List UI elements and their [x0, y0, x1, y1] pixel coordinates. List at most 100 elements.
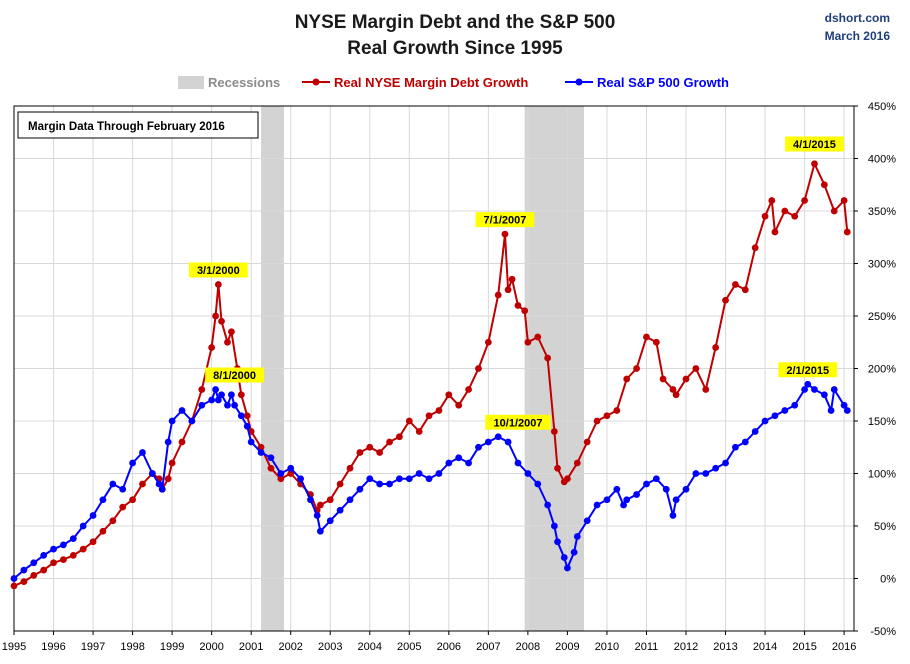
sp500-data-point: [396, 475, 403, 483]
margin-data-point: [761, 212, 769, 220]
sp500-data-point: [10, 575, 18, 582]
sp500-data-point: [843, 407, 851, 414]
sp500-data-point: [830, 386, 838, 393]
sp500-data-point: [208, 396, 216, 404]
margin-data-point: [139, 480, 146, 488]
margin-data-point: [243, 412, 251, 420]
sp500-data-point: [336, 506, 344, 514]
sp500-data-point: [811, 386, 818, 393]
margin-data-point: [514, 302, 522, 309]
sp500-data-point: [702, 470, 710, 477]
sp500-data-point: [550, 522, 558, 530]
margin-data-point: [89, 538, 97, 546]
y-tick-label: 300%: [868, 259, 896, 271]
sp500-data-point: [534, 480, 542, 488]
sp500-data-point: [722, 459, 729, 467]
x-tick-label: 2002: [278, 641, 302, 653]
margin-data-point: [659, 375, 667, 383]
margin-peak-callout-label: 7/1/2007: [484, 215, 527, 227]
margin-data-point: [346, 464, 354, 472]
margin-data-point: [257, 443, 265, 451]
sp500-data-point: [455, 454, 463, 462]
margin-peak-callout-label: 4/1/2015: [793, 139, 836, 151]
margin-data-point: [544, 354, 552, 362]
sp500-data-point: [218, 391, 225, 399]
sp500-data-point: [89, 512, 97, 519]
sp500-data-point: [672, 496, 680, 504]
sp500-peak-callout-label: 2/1/2015: [786, 365, 829, 377]
y-tick-label: 400%: [868, 154, 896, 166]
margin-data-point: [508, 275, 516, 283]
y-tick-label: 450%: [868, 101, 896, 113]
data-note-text: Margin Data Through February 2016: [28, 121, 225, 133]
sp500-data-point: [228, 391, 235, 399]
sp500-data-point: [820, 391, 828, 399]
sp500-data-point: [781, 407, 789, 414]
sp500-data-point: [669, 512, 677, 519]
sp500-data-point: [415, 470, 423, 477]
margin-data-point: [267, 464, 275, 472]
margin-data-point: [129, 496, 136, 504]
sp500-data-point: [316, 527, 324, 535]
margin-data-point: [208, 344, 216, 351]
sp500-data-point: [692, 470, 700, 477]
x-tick-label: 2015: [792, 641, 816, 653]
sp500-data-point: [50, 545, 57, 553]
margin-data-point: [843, 228, 851, 236]
x-tick-label: 2011: [635, 641, 659, 653]
margin-peak-callout-label: 3/1/2000: [197, 265, 240, 277]
margin-data-point: [198, 386, 206, 393]
sp500-data-point: [376, 480, 384, 488]
x-tick-label: 2014: [753, 641, 777, 653]
sp500-data-point: [524, 470, 532, 477]
x-tick-label: 1998: [120, 641, 144, 653]
margin-data-point: [811, 160, 818, 168]
margin-data-point: [366, 443, 374, 451]
sp500-data-point: [593, 501, 601, 509]
sp500-data-point: [741, 438, 749, 446]
sp500-data-point: [313, 512, 321, 519]
sp500-data-point: [804, 380, 812, 388]
margin-data-point: [445, 391, 453, 399]
sp500-data-point: [425, 475, 433, 483]
x-tick-label: 2001: [239, 641, 263, 653]
chart-title-line1: NYSE Margin Debt and the S&P 500: [295, 12, 616, 33]
margin-data-point: [633, 365, 640, 372]
margin-data-point: [287, 470, 295, 477]
x-tick-label: 2013: [713, 641, 737, 653]
source-label: dshort.com: [825, 11, 890, 25]
legend-recession-label: Recessions: [208, 75, 280, 90]
sp500-data-point: [623, 496, 631, 504]
margin-data-point: [109, 517, 117, 525]
sp500-data-point: [732, 443, 739, 451]
sp500-data-point: [214, 396, 222, 404]
margin-data-point: [212, 312, 220, 320]
sp500-data-point: [435, 470, 443, 477]
sp500-data-point: [40, 552, 48, 559]
sp500-data-point: [164, 438, 172, 446]
sp500-data-point: [682, 485, 690, 493]
sp500-data-point: [662, 485, 670, 493]
sp500-data-point: [445, 459, 453, 467]
margin-data-point: [501, 230, 509, 238]
margin-data-point: [732, 281, 739, 288]
sp500-data-point: [129, 459, 136, 467]
sp500-data-point: [326, 517, 334, 525]
chart-title-line2: Real Growth Since 1995: [347, 38, 563, 59]
margin-data-point: [583, 438, 591, 446]
margin-data-point: [613, 407, 621, 414]
margin-data-point: [10, 582, 18, 590]
margin-data-point: [79, 545, 87, 553]
legend-recession-swatch: [178, 76, 204, 89]
sp500-data-point: [155, 480, 163, 488]
margin-data-point: [504, 286, 512, 294]
margin-data-point: [30, 571, 38, 579]
x-tick-label: 1996: [41, 641, 65, 653]
sp500-data-point: [484, 438, 492, 446]
margin-data-point: [99, 527, 107, 535]
margin-data-point: [465, 386, 472, 393]
sp500-data-point: [188, 417, 196, 425]
margin-data-point: [751, 244, 759, 252]
sp500-data-point: [771, 412, 779, 420]
